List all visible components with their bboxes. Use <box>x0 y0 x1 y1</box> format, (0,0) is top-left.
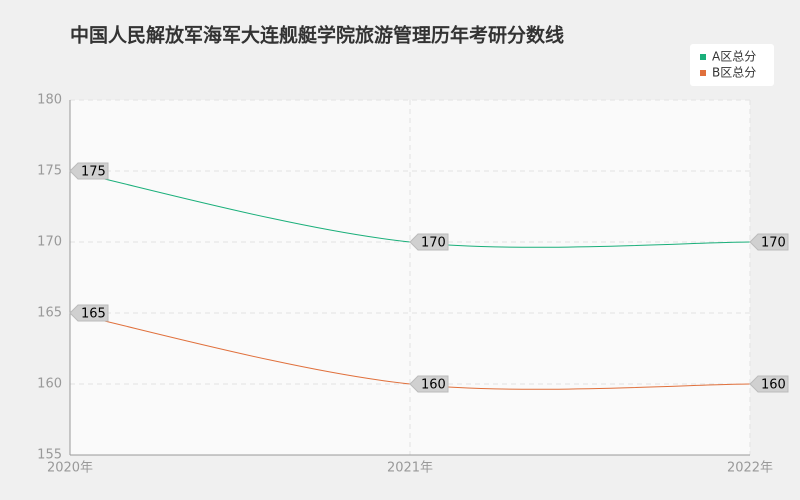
x-tick-label: 2021年 <box>387 461 433 476</box>
value-label: 170 <box>761 236 786 251</box>
y-tick-label: 155 <box>37 448 62 463</box>
value-label: 160 <box>761 378 786 393</box>
y-tick-label: 160 <box>37 377 62 392</box>
y-tick-label: 170 <box>37 235 62 250</box>
value-label-tag <box>69 304 109 322</box>
y-tick-label: 175 <box>37 164 62 179</box>
legend-swatch <box>700 54 706 60</box>
legend-swatch <box>700 70 706 76</box>
value-label-tag <box>69 162 109 180</box>
x-tick-label: 2020年 <box>47 461 93 476</box>
value-label-tag <box>749 233 789 251</box>
value-label: 160 <box>421 378 446 393</box>
value-label-tag <box>409 233 449 251</box>
value-label: 175 <box>81 165 106 180</box>
value-label: 170 <box>421 236 446 251</box>
value-label-tag <box>749 375 789 393</box>
plot-area <box>70 100 750 455</box>
value-label: 165 <box>81 307 106 322</box>
legend-box <box>690 44 774 86</box>
x-tick-label: 2022年 <box>727 461 773 476</box>
legend-label: B区总分 <box>712 66 756 80</box>
chart-title: 中国人民解放军海军大连舰艇学院旅游管理历年考研分数线 <box>70 24 564 47</box>
value-label-tag <box>409 375 449 393</box>
y-tick-label: 180 <box>37 93 62 108</box>
y-tick-label: 165 <box>37 306 62 321</box>
legend-label: A区总分 <box>712 50 756 64</box>
